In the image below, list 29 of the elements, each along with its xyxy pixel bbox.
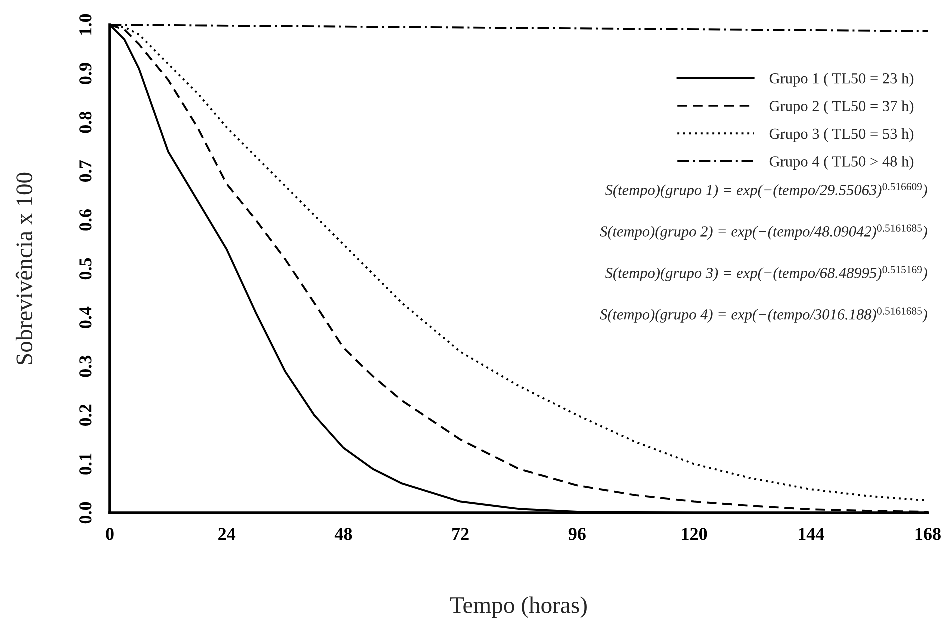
y-tick-label: 0.1 — [80, 454, 92, 475]
y-tick-label: 0.2 — [80, 404, 92, 426]
y-tick-label: 0.7 — [80, 160, 92, 182]
annotation: S(tempo)(grupo 2) = exp(−(tempo/48.09042)$^{0.5161685}$) — [600, 224, 928, 240]
y-tick-label: 0.9 — [80, 63, 92, 84]
y-tick-label: 0.3 — [80, 356, 92, 378]
x-tick-label: 168 — [916, 528, 941, 540]
x-tick-label: 0 — [106, 528, 114, 540]
x-tick-label: 144 — [799, 528, 824, 540]
x-tick-label: 72 — [452, 528, 469, 540]
y-tick-label: 0.0 — [80, 502, 92, 524]
legend-label: Grupo 4 ( TL50 > 48 h) — [770, 156, 914, 170]
x-tick-label: 120 — [682, 528, 708, 540]
x-axis-title: Tempo (horas) — [450, 596, 587, 618]
y-tick-label: 0.5 — [80, 258, 92, 280]
x-tick-label: 24 — [218, 528, 236, 540]
legend-label: Grupo 3 ( TL50 = 53 h) — [770, 128, 914, 142]
x-tick-label: 48 — [334, 528, 352, 540]
y-tick-label: 0.6 — [80, 209, 92, 231]
y-tick-label: 1.0 — [80, 14, 92, 35]
y-axis-title: Sobrevivência x 100 — [16, 172, 33, 364]
y-tick-label: 0.4 — [80, 306, 92, 328]
annotation: S(tempo)(grupo 3) = exp(−(tempo/68.48995)$^{0.515169}$) — [606, 266, 928, 282]
annotation: S(tempo)(grupo 4) = exp(−(tempo/3016.188)$^{0.5161685}$) — [600, 308, 928, 323]
annotation: S(tempo)(grupo 1) = exp(−(tempo/29.55063)$^{0.516609}$) — [606, 183, 928, 198]
legend-label: Grupo 2 ( TL50 = 37 h) — [770, 100, 914, 115]
y-tick-label: 0.8 — [80, 112, 92, 134]
legend-label: Grupo 1 ( TL50 = 23 h) — [770, 73, 914, 87]
x-tick-label: 96 — [568, 528, 586, 540]
